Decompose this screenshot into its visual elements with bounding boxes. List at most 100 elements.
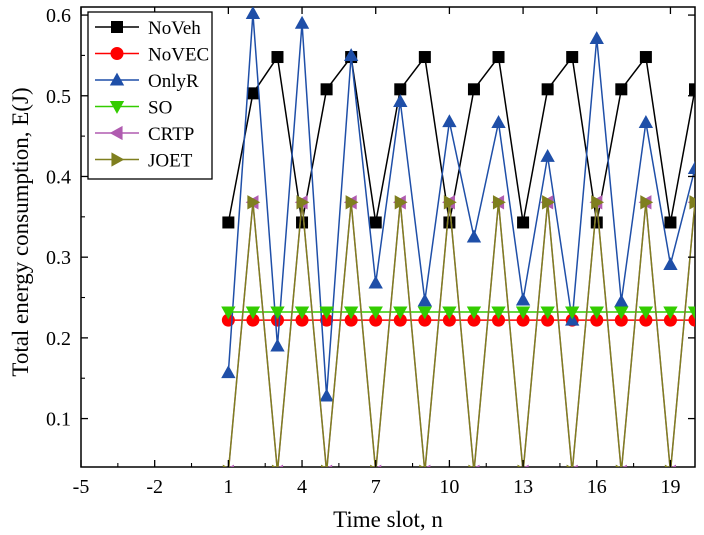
data-point-marker [664, 464, 670, 467]
data-point-marker [638, 306, 654, 320]
y-tick-label: 0.1 [46, 409, 71, 431]
data-point-marker [491, 115, 506, 128]
data-point-marker [222, 464, 227, 467]
data-point-marker [246, 87, 259, 100]
legend-item-joet: JOET [95, 151, 193, 172]
legend-label: SO [148, 98, 172, 119]
data-point-marker [565, 312, 580, 326]
data-point-marker [270, 306, 285, 320]
data-point-marker [492, 195, 506, 210]
x-axis-ticks: -5 -2 1 4 7 10 13 16 19 [73, 7, 680, 498]
data-point-marker [663, 257, 678, 270]
data-point-marker [615, 464, 620, 467]
legend-marker [109, 100, 125, 114]
x-tick-label: 7 [371, 476, 381, 498]
x-tick-label: 16 [587, 476, 607, 498]
data-point-marker [369, 216, 382, 229]
data-point-marker [221, 365, 236, 379]
data-point-marker [573, 464, 578, 467]
data-point-marker [247, 195, 261, 210]
x-tick-label: 4 [297, 476, 307, 498]
data-point-marker [417, 293, 433, 307]
series-so [221, 306, 695, 320]
data-point-marker [419, 464, 424, 467]
data-point-marker [393, 94, 408, 107]
data-point-marker [687, 161, 695, 174]
data-point-marker [294, 306, 310, 320]
data-point-marker [638, 115, 654, 128]
legend-box [87, 11, 213, 180]
data-point-marker [368, 275, 383, 289]
y-axis-ticks: 0.1 0.2 0.3 0.4 0.5 0.6 [46, 5, 695, 431]
data-point-marker [245, 306, 261, 320]
legend-label: OnlyR [148, 71, 199, 92]
data-point-marker [540, 148, 555, 162]
data-point-marker [443, 195, 457, 210]
x-tick-label: 13 [513, 476, 533, 498]
data-point-marker [468, 464, 473, 467]
data-point-marker [426, 464, 431, 467]
legend-marker [110, 47, 124, 60]
legend-marker [109, 72, 125, 86]
data-point-marker [475, 464, 480, 467]
data-point-marker [343, 306, 359, 320]
data-point-marker [467, 83, 480, 96]
data-point-marker [319, 306, 334, 320]
data-point-marker [689, 83, 695, 96]
data-point-marker [270, 338, 285, 352]
data-point-marker [271, 464, 277, 467]
data-point-marker [466, 306, 482, 320]
data-point-marker [296, 216, 309, 229]
series-onlyr [221, 7, 695, 402]
data-point-marker [566, 51, 579, 64]
data-point-marker [541, 83, 554, 96]
series-layer [221, 7, 695, 467]
legend-marker [111, 21, 123, 33]
data-point-marker [394, 83, 407, 96]
data-point-marker [591, 195, 605, 210]
data-point-marker [615, 83, 628, 96]
data-point-marker [517, 464, 522, 467]
x-tick-label: 10 [439, 476, 459, 498]
data-point-marker [589, 31, 604, 45]
x-tick-label: -2 [146, 476, 163, 498]
data-point-marker [515, 292, 531, 306]
data-point-marker [222, 216, 235, 229]
data-point-marker [687, 306, 695, 320]
data-point-marker [640, 195, 654, 210]
data-point-marker [393, 306, 408, 320]
legend: NoVeh NoVEC OnlyR SO CRTP JOET [87, 11, 213, 180]
legend-item-noveh: NoVeh [95, 18, 201, 39]
data-point-marker [565, 306, 580, 320]
data-point-marker [320, 83, 333, 96]
y-tick-label: 0.5 [46, 86, 71, 108]
data-point-marker [566, 464, 571, 467]
data-point-marker [663, 306, 678, 320]
data-point-marker [517, 216, 530, 229]
x-tick-label: 1 [223, 476, 233, 498]
data-point-marker [589, 306, 604, 320]
legend-item-onlyr: OnlyR [95, 71, 199, 92]
data-point-marker [515, 306, 531, 320]
data-point-marker [664, 216, 677, 229]
series-line [228, 202, 695, 467]
data-point-marker [622, 464, 627, 467]
series-novec [221, 313, 695, 327]
data-point-marker [294, 15, 310, 29]
data-point-marker [271, 51, 284, 64]
data-point-marker [229, 464, 234, 467]
data-point-marker [221, 306, 236, 320]
y-axis-label: Total energy consumption, E(J) [8, 87, 33, 376]
data-point-marker [245, 7, 261, 20]
data-point-marker [442, 306, 457, 320]
data-point-marker [614, 306, 629, 320]
legend-item-crtp: CRTP [95, 124, 194, 145]
data-point-marker [442, 114, 457, 128]
data-point-marker [688, 313, 695, 327]
data-point-marker [345, 195, 359, 210]
data-point-marker [319, 388, 334, 402]
data-point-marker [689, 195, 695, 210]
legend-marker [111, 152, 125, 167]
x-tick-label: -5 [73, 476, 90, 498]
